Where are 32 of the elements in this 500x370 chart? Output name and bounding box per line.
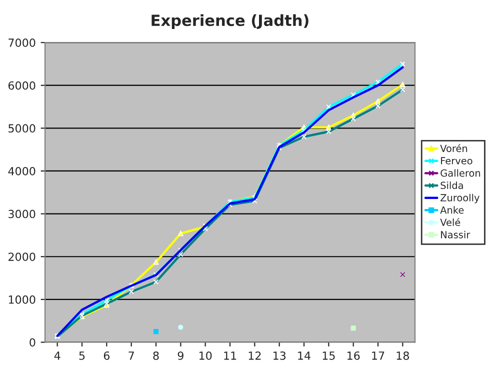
y-tick-label: 7000 (8, 38, 36, 47)
legend-label: Velé (440, 218, 460, 226)
x-tick-label: 6 (104, 351, 110, 360)
y-tick-label: 5000 (8, 124, 36, 133)
legend-label: Galleron (440, 169, 480, 177)
legend-label: Silda (440, 182, 463, 190)
y-tick-label: 0 (30, 338, 36, 347)
x-tick-label: 5 (79, 352, 85, 360)
y-tick-label: 3000 (8, 210, 36, 218)
x-tick-label: 16 (347, 351, 360, 360)
x-tick-label: 12 (248, 351, 261, 360)
y-tick-label: 1000 (8, 295, 36, 304)
x-tick-label: 14 (298, 352, 310, 360)
legend-label: Anke (440, 206, 464, 214)
x-tick-label: 8 (153, 351, 159, 360)
y-tick-label: 6000 (8, 81, 36, 90)
x-tick-label: 10 (199, 351, 212, 360)
x-tick-label: 11 (224, 352, 236, 360)
chart-title: Experience (Jadth) (152, 14, 308, 30)
legend-label: Zuroolly (440, 194, 480, 204)
legend-label: Nassir (441, 230, 470, 238)
x-tick-label: 13 (273, 351, 286, 360)
x-tick-label: 4 (54, 352, 60, 360)
y-tick-label: 4000 (8, 166, 36, 176)
x-tick-label: 18 (396, 351, 409, 360)
y-tick-label: 2000 (8, 252, 36, 261)
legend-label: Ferveo (441, 157, 472, 164)
x-tick-label: 17 (372, 352, 384, 360)
x-tick-label: 9 (178, 351, 184, 360)
legend-label: Vorén (440, 144, 468, 152)
x-tick-label: 7 (128, 352, 134, 360)
x-tick-label: 15 (322, 352, 335, 360)
